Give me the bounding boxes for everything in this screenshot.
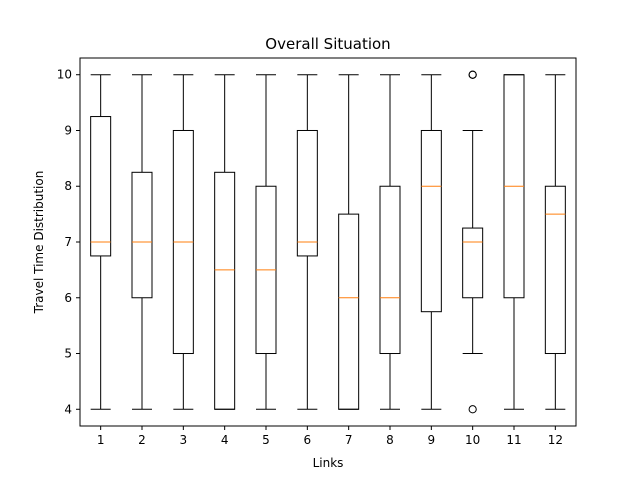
box-group-5 <box>255 74 277 410</box>
box-group-7 <box>338 74 360 410</box>
x-tick-label: 10 <box>465 433 480 447</box>
box-group-1 <box>90 74 112 410</box>
flier-point <box>468 405 477 414</box>
x-tick-label: 5 <box>262 433 270 447</box>
box-group-9 <box>420 74 442 410</box>
iqr-box <box>420 129 442 313</box>
y-tick-label: 8 <box>64 179 72 193</box>
x-axis-ticks: 1 2 3 4 5 6 7 8 9 10 11 12 <box>97 426 563 447</box>
x-tick-label: 7 <box>345 433 353 447</box>
x-tick-label: 12 <box>548 433 563 447</box>
y-tick-label: 9 <box>64 123 72 137</box>
y-tick-label: 6 <box>64 291 72 305</box>
iqr-box <box>90 116 112 257</box>
y-axis-label: Travel Time Distribution <box>32 171 46 315</box>
iqr-box <box>131 171 153 299</box>
y-tick-label: 4 <box>64 402 72 416</box>
box-group-4 <box>214 74 236 410</box>
plot-area-frame <box>79 57 577 427</box>
box-group-8 <box>379 74 401 410</box>
x-axis-label: Links <box>313 456 344 470</box>
box-group-2 <box>131 74 153 410</box>
chart-title: Overall Situation <box>265 35 390 53</box>
iqr-box <box>338 213 360 410</box>
iqr-box <box>214 171 236 410</box>
flier-point <box>468 70 477 79</box>
y-tick-label: 5 <box>64 347 72 361</box>
box-group-3 <box>172 74 194 410</box>
x-tick-label: 6 <box>304 433 312 447</box>
iqr-box <box>544 185 566 355</box>
plot-marks <box>90 70 566 414</box>
x-tick-label: 8 <box>386 433 394 447</box>
y-tick-label: 10 <box>57 68 72 82</box>
box-group-10 <box>462 70 484 414</box>
x-tick-label: 3 <box>180 433 188 447</box>
iqr-box <box>379 185 401 355</box>
iqr-box <box>296 129 318 257</box>
y-axis-ticks: 4 5 6 7 8 9 10 <box>57 68 80 416</box>
x-tick-label: 11 <box>506 433 521 447</box>
y-tick-label: 7 <box>64 235 72 249</box>
box-group-11 <box>503 74 525 410</box>
x-tick-label: 1 <box>97 433 105 447</box>
x-tick-label: 9 <box>428 433 436 447</box>
x-tick-label: 2 <box>138 433 146 447</box>
box-group-6 <box>296 74 318 410</box>
iqr-box <box>462 227 484 299</box>
box-group-12 <box>544 74 566 410</box>
x-tick-label: 4 <box>221 433 229 447</box>
